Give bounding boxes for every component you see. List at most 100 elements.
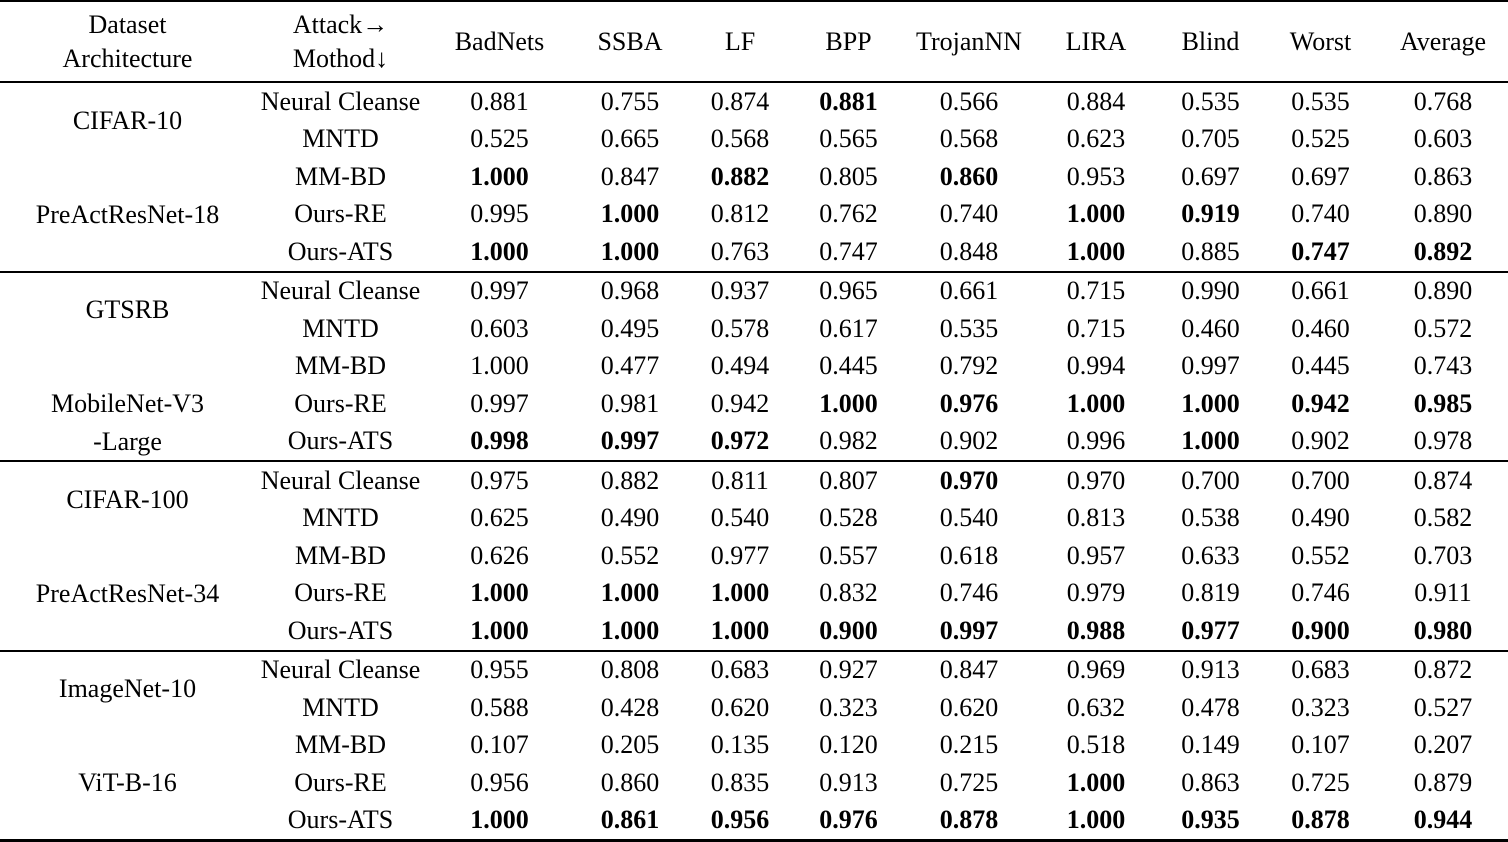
architecture-label-block: MobileNet-V3 -Large — [0, 385, 255, 460]
value-cell: 0.566 — [939, 86, 999, 116]
value-cell: 0.807 — [819, 465, 878, 495]
value-cell: 0.872 — [1413, 655, 1473, 685]
value-cell: 0.540 — [710, 503, 770, 533]
value-cell: 0.935 — [1181, 805, 1240, 835]
value-cell: 0.970 — [939, 465, 999, 495]
table-row: GTSRB MobileNet-V3 -Large Neural Cleanse 0.9… — [0, 272, 1508, 455]
dataset-label: GTSRB — [85, 295, 170, 324]
value-cell: 0.942 — [1291, 388, 1350, 418]
architecture-label: PreActResNet-18 — [35, 199, 220, 229]
table-row: Ours-ATS 1.000 1.000 0.763 0.747 0.848 1.000 0.… — [0, 233, 1508, 272]
header-attack-badnets: BadNets — [454, 26, 545, 56]
value-cell: 0.944 — [1413, 805, 1473, 835]
value-cell: 0.881 — [819, 86, 878, 116]
value-cell: 0.937 — [710, 276, 770, 306]
dataset-architecture-cell: ImageNet-10 ViT-B-16 — [0, 651, 255, 841]
value-cell: 0.494 — [710, 351, 770, 381]
value-cell: 0.861 — [600, 805, 660, 835]
value-cell: 0.968 — [600, 276, 660, 306]
value-cell: 0.661 — [939, 276, 999, 306]
dataset-architecture-cell: CIFAR-100 PreActResNet-34 — [0, 461, 255, 651]
value-cell: 0.715 — [1066, 276, 1126, 306]
value-cell: 0.207 — [1413, 730, 1473, 760]
value-cell: 0.460 — [1291, 313, 1350, 343]
value-cell: 0.892 — [1413, 236, 1473, 266]
value-cell: 0.977 — [710, 540, 770, 570]
value-cell: 0.969 — [1066, 655, 1126, 685]
value-cell: 0.568 — [939, 124, 999, 154]
value-cell: 0.743 — [1413, 351, 1473, 381]
value-cell: 0.979 — [1066, 578, 1126, 608]
table-row: MM-BD 0.626 0.552 0.977 0.557 0.618 0.957 0.633… — [0, 537, 1508, 575]
value-cell: 0.890 — [1413, 276, 1473, 306]
method-cell: Neural Cleanse — [260, 276, 421, 306]
value-cell: 0.965 — [819, 276, 878, 306]
value-cell: 1.000 — [600, 615, 660, 645]
value-cell: 0.603 — [470, 313, 529, 343]
value-cell: 0.205 — [600, 730, 660, 760]
value-cell: 0.323 — [1291, 692, 1350, 722]
table-row: CIFAR-10 PreActResNet-18 Neural Cleanse 0.8… — [0, 82, 1508, 229]
value-cell: 0.518 — [1066, 730, 1126, 760]
value-cell: 0.953 — [1066, 161, 1126, 191]
dataset-label: CIFAR-10 — [72, 105, 183, 135]
value-cell: 0.978 — [1413, 426, 1473, 456]
value-cell: 0.490 — [600, 503, 660, 533]
value-cell: 0.874 — [710, 86, 770, 116]
method-cell: Ours-ATS — [287, 426, 394, 456]
value-cell: 0.535 — [1291, 86, 1350, 116]
value-cell: 0.527 — [1413, 692, 1473, 722]
table-group-1: CIFAR-10 PreActResNet-18 Neural Cleanse 0.8… — [0, 82, 1508, 272]
value-cell: 0.997 — [470, 388, 529, 418]
value-cell: 0.683 — [710, 655, 770, 685]
value-cell: 0.882 — [710, 161, 770, 191]
value-cell: 0.863 — [1181, 767, 1240, 797]
value-cell: 0.445 — [1291, 351, 1350, 381]
value-cell: 0.603 — [1413, 124, 1473, 154]
value-cell: 0.725 — [1291, 767, 1350, 797]
value-cell: 0.879 — [1413, 767, 1473, 797]
value-cell: 0.911 — [1414, 578, 1472, 608]
value-cell: 0.990 — [1181, 276, 1240, 306]
value-cell: 0.215 — [939, 730, 999, 760]
table-group-4: ImageNet-10 ViT-B-16 Neural Cleanse 0.955 0.… — [0, 650, 1508, 841]
header-dataset-architecture: Dataset Architecture — [0, 1, 255, 82]
value-cell: 0.763 — [710, 236, 770, 266]
value-cell: 1.000 — [710, 578, 770, 608]
method-cell: Ours-RE — [294, 767, 387, 797]
table-row: Ours-ATS 1.000 0.861 0.956 0.976 0.878 1.000 0.… — [0, 802, 1508, 841]
value-cell: 0.997 — [939, 615, 999, 645]
method-cell: MM-BD — [294, 351, 386, 381]
value-cell: 0.985 — [1413, 388, 1473, 418]
value-cell: 0.956 — [470, 767, 529, 797]
value-cell: 0.705 — [1181, 124, 1240, 154]
value-cell: 0.997 — [1181, 351, 1240, 381]
value-cell: 1.000 — [470, 805, 529, 835]
value-cell: 0.617 — [819, 313, 878, 343]
value-cell: 0.700 — [1291, 465, 1350, 495]
value-cell: 1.000 — [470, 615, 529, 645]
value-cell: 1.000 — [1066, 388, 1126, 418]
table-header: Dataset Architecture Attack→ Mothod↓ Bad… — [0, 1, 1508, 82]
value-cell: 0.813 — [1066, 503, 1126, 533]
table-row: MM-BD 1.000 0.477 0.494 0.445 0.792 0.994 0.997… — [0, 348, 1508, 386]
value-cell: 0.557 — [819, 540, 878, 570]
value-cell: 1.000 — [600, 578, 660, 608]
table-row: MNTD 0.588 0.428 0.620 0.323 0.620 0.632 0.478 0… — [0, 689, 1508, 727]
value-cell: 0.805 — [819, 161, 878, 191]
value-cell: 0.568 — [710, 124, 770, 154]
value-cell: 0.552 — [600, 540, 660, 570]
architecture-label-block: PreActResNet-18 — [0, 196, 255, 234]
value-cell: 0.552 — [1291, 540, 1350, 570]
header-method-arrow-line: Mothod↓ — [292, 43, 389, 73]
value-cell: 0.747 — [1291, 236, 1350, 266]
value-cell: 0.919 — [1181, 199, 1240, 229]
header-architecture-line: Architecture — [62, 43, 193, 73]
value-cell: 0.697 — [1181, 161, 1240, 191]
value-cell: 1.000 — [470, 236, 529, 266]
method-cell: Neural Cleanse — [260, 86, 421, 116]
value-cell: 0.913 — [1181, 655, 1240, 685]
value-cell: 0.848 — [939, 236, 999, 266]
table-row: MNTD 0.603 0.495 0.578 0.617 0.535 0.715 0.460 0… — [0, 310, 1508, 348]
